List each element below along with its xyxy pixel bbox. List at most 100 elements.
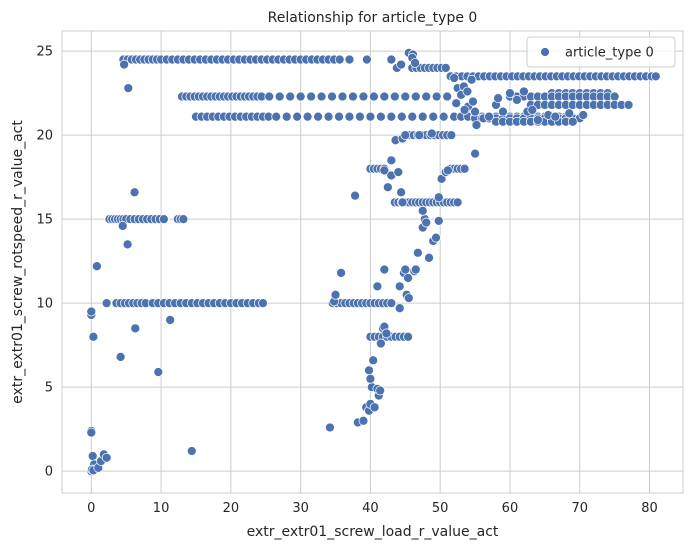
y-tick-label: 5 bbox=[45, 381, 53, 396]
data-point bbox=[375, 385, 386, 396]
data-point bbox=[115, 352, 126, 362]
data-point bbox=[281, 111, 292, 122]
data-point bbox=[403, 293, 414, 303]
data-point bbox=[348, 91, 358, 102]
data-point bbox=[117, 221, 128, 231]
data-point bbox=[165, 315, 176, 325]
data-point bbox=[407, 111, 418, 122]
data-point bbox=[452, 197, 463, 208]
data-point bbox=[153, 367, 164, 377]
data-point bbox=[379, 264, 390, 275]
data-point bbox=[302, 111, 313, 122]
data-point bbox=[410, 91, 421, 102]
data-point bbox=[428, 111, 439, 122]
data-point bbox=[397, 197, 408, 208]
y-tick-label: 20 bbox=[36, 129, 53, 144]
data-point bbox=[274, 91, 285, 102]
data-point bbox=[459, 163, 470, 174]
data-point bbox=[550, 111, 561, 122]
data-point bbox=[344, 111, 355, 122]
data-point bbox=[533, 115, 543, 125]
data-point bbox=[336, 268, 346, 278]
plot-frame bbox=[61, 30, 684, 494]
data-point bbox=[527, 105, 538, 115]
x-tick-label: 30 bbox=[292, 501, 309, 516]
data-point bbox=[426, 128, 437, 139]
y-tick-label: 10 bbox=[36, 297, 53, 312]
x-tick-label: 0 bbox=[87, 501, 95, 516]
data-point bbox=[369, 402, 380, 413]
data-point bbox=[159, 214, 169, 225]
data-point bbox=[470, 148, 480, 159]
x-tick-label: 20 bbox=[223, 501, 240, 516]
data-point bbox=[396, 59, 406, 70]
data-point bbox=[186, 446, 197, 456]
data-point bbox=[440, 63, 451, 73]
data-point bbox=[410, 58, 420, 68]
data-point bbox=[330, 289, 341, 300]
data-point bbox=[471, 120, 482, 130]
data-point bbox=[86, 306, 97, 317]
data-point bbox=[122, 239, 133, 250]
data-point bbox=[498, 106, 508, 117]
data-point bbox=[258, 298, 268, 309]
data-point bbox=[362, 54, 372, 65]
data-point bbox=[567, 116, 578, 127]
data-point bbox=[358, 415, 369, 426]
data-point bbox=[417, 205, 428, 216]
data-point bbox=[285, 91, 296, 102]
data-point bbox=[438, 111, 449, 122]
data-point bbox=[365, 373, 376, 384]
data-point bbox=[493, 93, 503, 104]
data-point bbox=[379, 91, 390, 102]
data-point bbox=[578, 110, 589, 120]
legend-label: article_type 0 bbox=[565, 46, 654, 61]
x-tick-label: 80 bbox=[641, 501, 658, 516]
data-point bbox=[623, 100, 634, 110]
data-point bbox=[383, 182, 393, 193]
data-point bbox=[421, 91, 432, 102]
data-point bbox=[451, 98, 462, 109]
data-point bbox=[355, 111, 365, 122]
data-point bbox=[470, 106, 480, 117]
data-point bbox=[386, 155, 397, 166]
data-point bbox=[442, 91, 453, 102]
data-point bbox=[394, 303, 405, 314]
data-point bbox=[369, 91, 379, 102]
y-tick-label: 25 bbox=[36, 45, 53, 60]
y-tick-label: 0 bbox=[45, 465, 53, 480]
data-point bbox=[372, 281, 383, 292]
data-point bbox=[101, 452, 112, 463]
data-point bbox=[130, 323, 141, 334]
data-point bbox=[129, 187, 140, 198]
x-tick-label: 50 bbox=[432, 501, 449, 516]
data-point bbox=[316, 91, 327, 102]
legend-box bbox=[526, 36, 676, 68]
x-tick-label: 10 bbox=[153, 501, 170, 516]
data-point bbox=[512, 95, 522, 105]
data-point bbox=[403, 331, 413, 342]
data-point bbox=[323, 111, 334, 122]
data-point bbox=[468, 96, 478, 107]
data-point bbox=[414, 130, 425, 141]
data-point bbox=[433, 215, 444, 226]
data-point bbox=[101, 298, 112, 309]
tick-labels: 0 10 20 30 40 50 60 70 80 0 5 10 15 20 25 bbox=[36, 45, 657, 516]
data-point bbox=[421, 217, 432, 228]
data-point bbox=[334, 111, 344, 122]
data-point bbox=[519, 86, 529, 97]
data-point bbox=[271, 111, 282, 122]
data-point bbox=[449, 73, 459, 83]
data-point bbox=[92, 261, 102, 272]
data-point bbox=[364, 365, 374, 376]
data-point bbox=[400, 130, 411, 141]
data-point bbox=[433, 192, 444, 203]
data-point bbox=[264, 91, 275, 102]
data-point bbox=[368, 355, 379, 366]
legend-marker bbox=[540, 47, 550, 57]
data-point bbox=[327, 91, 337, 102]
data-point bbox=[400, 91, 411, 102]
data-point bbox=[403, 273, 413, 283]
